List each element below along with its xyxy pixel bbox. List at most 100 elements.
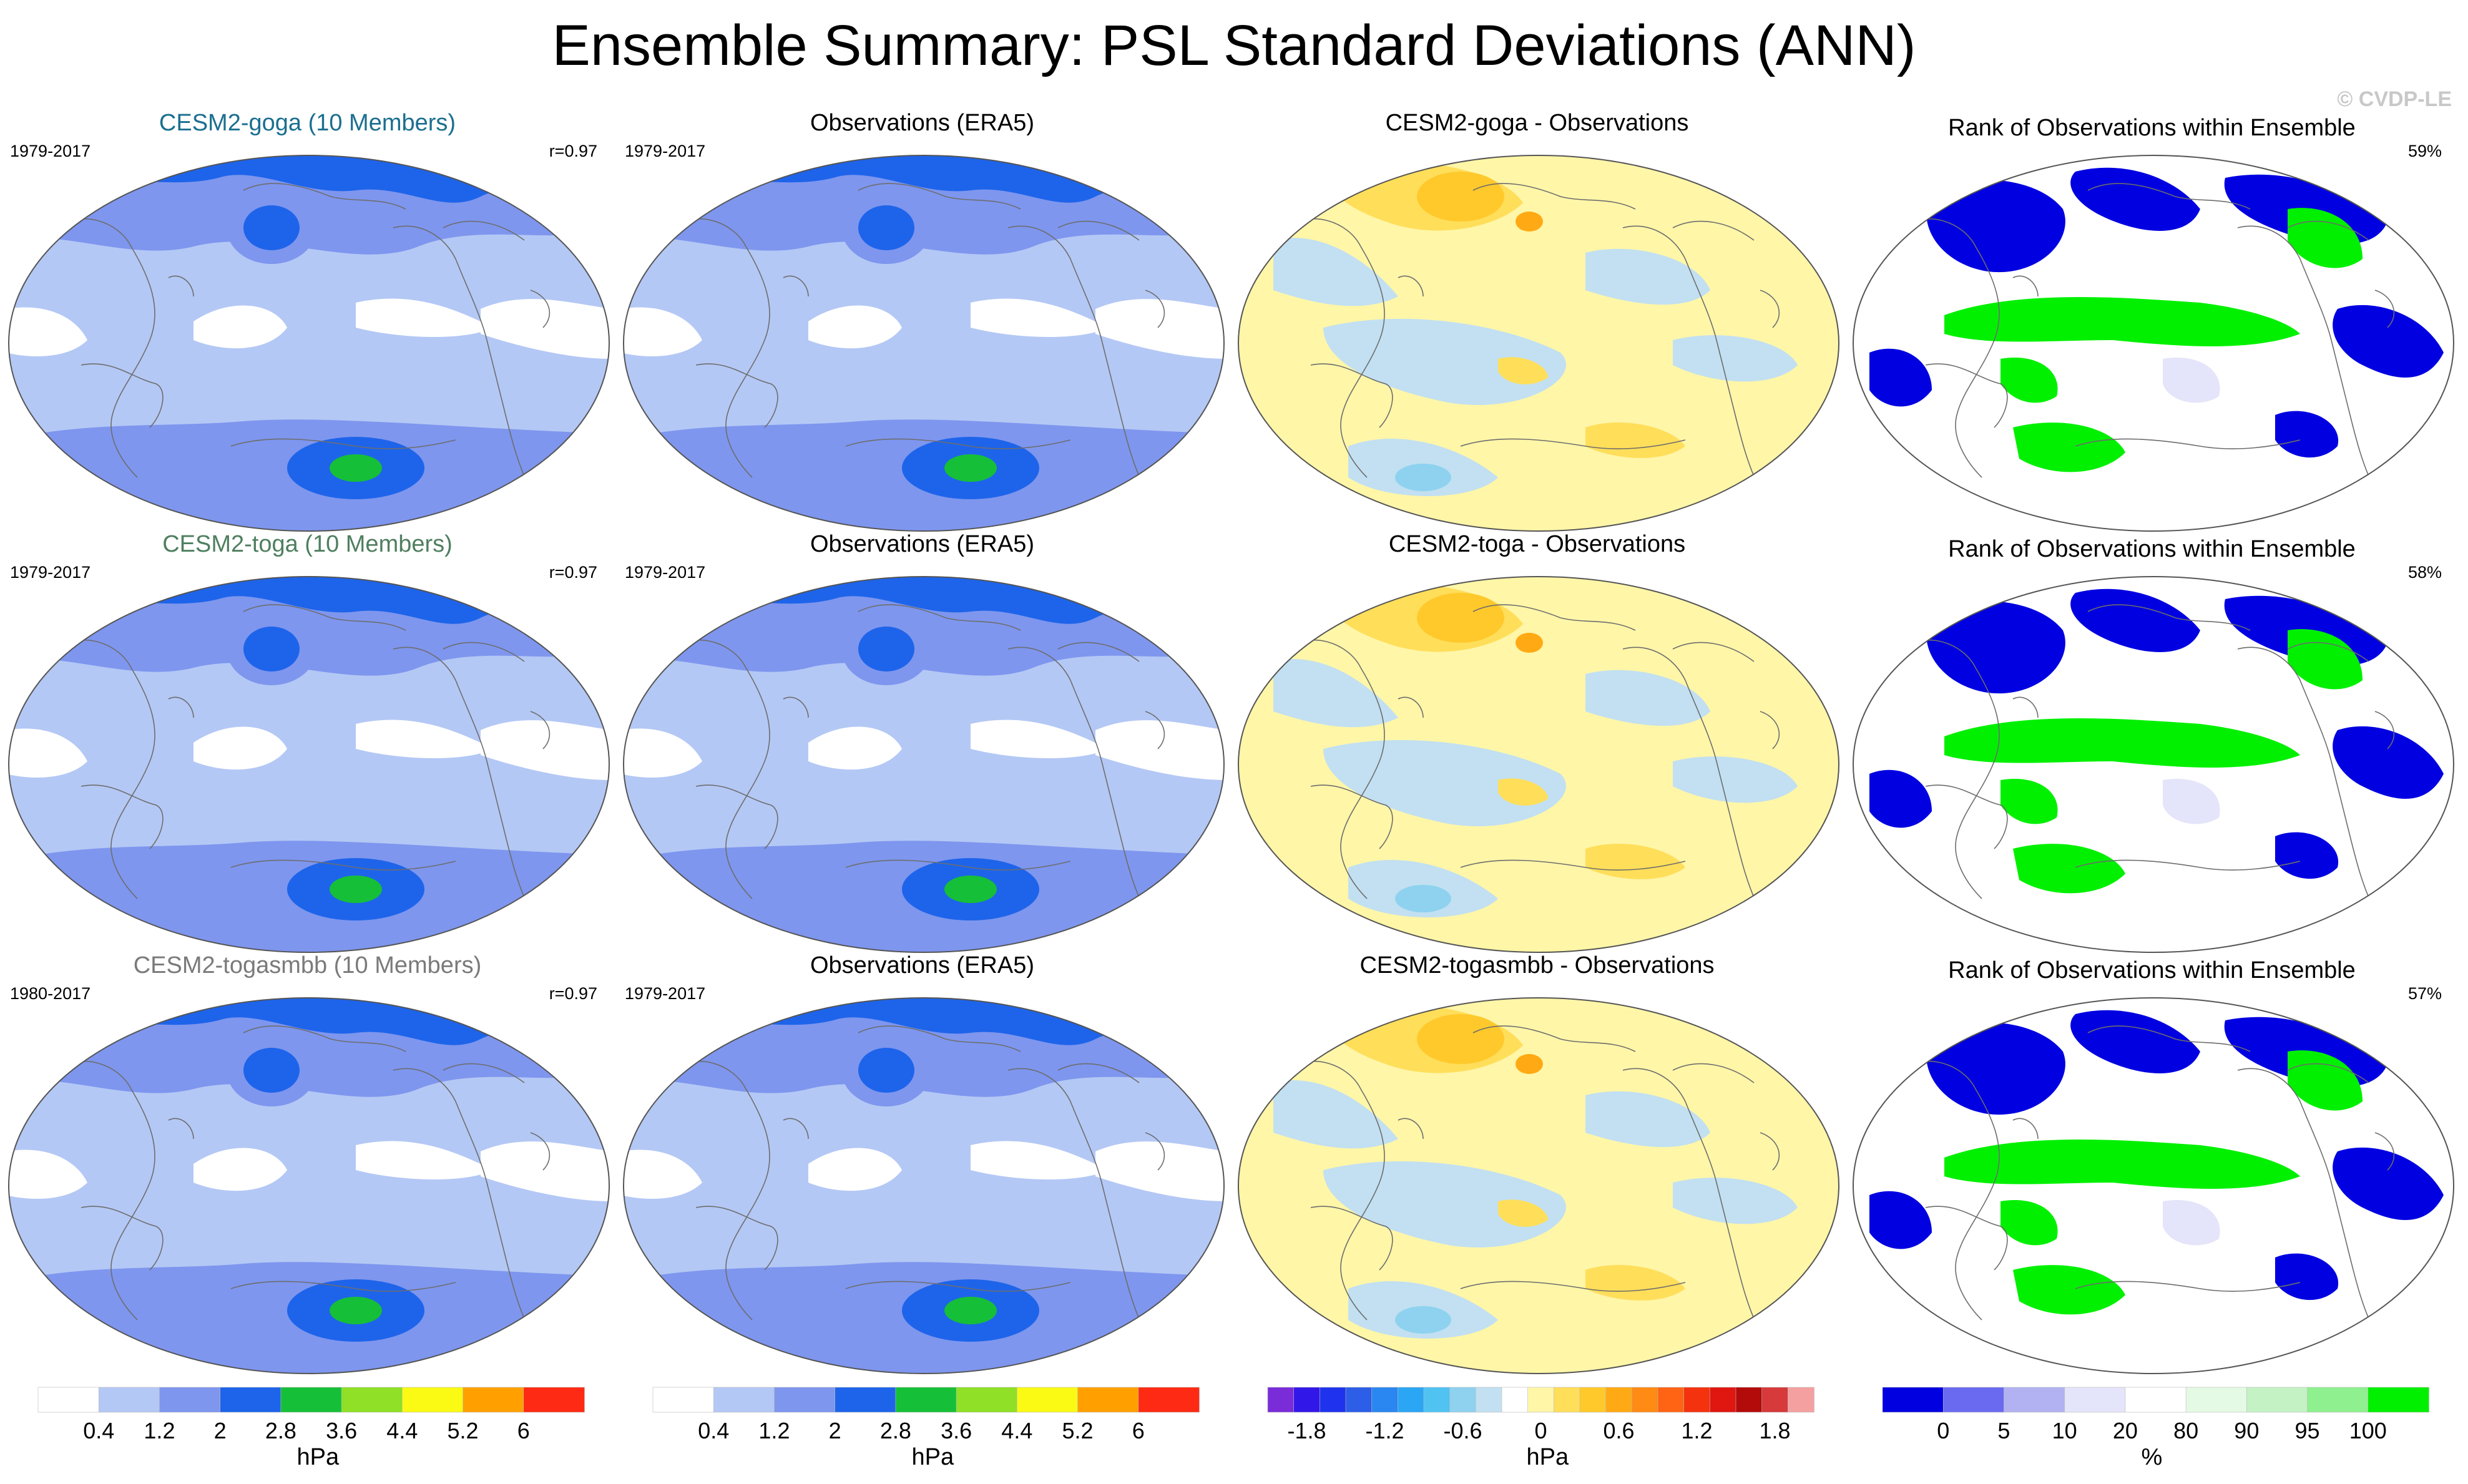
colorbar-diff: -1.8 -1.2 -0.6 0 0.6 1.2 1.8 hPa — [1267, 1387, 1829, 1474]
colorbar-swatches — [1267, 1387, 1814, 1413]
obs-map — [623, 576, 1225, 953]
rank-map — [1853, 576, 2454, 953]
std-map — [8, 155, 610, 532]
colorbar-tick-label: 80 — [2173, 1418, 2199, 1443]
correlation-label: r=0.97 — [549, 563, 597, 582]
colorbar-swatch — [1476, 1387, 1502, 1413]
panel-title: CESM2-goga - Observations — [1385, 110, 1689, 136]
std-map — [8, 576, 610, 953]
colorbar-swatch — [1371, 1387, 1399, 1413]
colorbar-units: % — [2141, 1444, 2163, 1470]
correlation-label: r=0.97 — [549, 984, 597, 1003]
panel-title: Rank of Observations within Ensemble — [1948, 957, 2356, 984]
rank-percent: 58% — [2407, 563, 2442, 582]
colorbar-tick-label: 6 — [517, 1418, 530, 1443]
panel-obs-row2: Observations (ERA5) 1979-2017 — [615, 530, 1230, 961]
years-label: 1980-2017 — [10, 984, 91, 1003]
colorbar-swatch — [1683, 1387, 1711, 1413]
colorbar-swatch — [2307, 1387, 2369, 1413]
colorbar-tick-label: 0.6 — [1603, 1418, 1635, 1443]
colorbar-tick-label: 4.4 — [1001, 1418, 1033, 1443]
panel-obs-row1: Observations (ERA5) 1979-2017 — [615, 109, 1230, 540]
colorbar-tick-label: 6 — [1132, 1418, 1145, 1443]
colorbar-swatches — [652, 1387, 1200, 1413]
colorbar-swatch — [1293, 1387, 1321, 1413]
colorbar-swatches — [37, 1387, 585, 1413]
panel-model-row3: CESM2-togasmbb (10 Members) 1980-2017 r=… — [0, 952, 615, 1382]
colorbar-tick-label: 1.2 — [144, 1418, 175, 1443]
colorbar-tick-label: 90 — [2234, 1418, 2260, 1443]
colorbar-swatch — [1882, 1387, 1944, 1413]
colorbar-swatch — [835, 1387, 896, 1413]
panel-rank-row2: Rank of Observations within Ensemble 58% — [1844, 530, 2459, 961]
colorbar-swatch — [1501, 1387, 1529, 1413]
colorbar-tick-label: 2 — [213, 1418, 227, 1443]
colorbar-tick-label: 1.2 — [758, 1418, 790, 1443]
colorbar-swatch — [2064, 1387, 2126, 1413]
panel-title: Observations (ERA5) — [810, 531, 1034, 557]
colorbar-swatch — [1423, 1387, 1451, 1413]
colorbar-swatch — [1345, 1387, 1373, 1413]
colorbar-swatch — [37, 1387, 100, 1413]
colorbar-swatch — [895, 1387, 957, 1413]
colorbar-tick-label: 4.4 — [386, 1418, 418, 1443]
panel-title: Observations (ERA5) — [810, 952, 1034, 979]
colorbar-swatch — [1657, 1387, 1685, 1413]
panel-title: CESM2-toga - Observations — [1388, 531, 1686, 557]
colorbar-swatch — [280, 1387, 342, 1413]
panel-diff-row1: CESM2-goga - Observations — [1230, 109, 1844, 540]
panel-title: CESM2-togasmbb (10 Members) — [133, 952, 482, 979]
colorbar-swatch — [1605, 1387, 1633, 1413]
colorbar-swatch — [341, 1387, 403, 1413]
panel-title: Observations (ERA5) — [810, 110, 1034, 136]
colorbar-swatch — [1761, 1387, 1789, 1413]
colorbar-units: hPa — [296, 1444, 340, 1470]
years-label: 1979-2017 — [10, 563, 91, 582]
rank-percent: 57% — [2407, 984, 2442, 1003]
panel-title: Rank of Observations within Ensemble — [1948, 536, 2356, 562]
colorbar-swatch — [1398, 1387, 1424, 1413]
colorbar-tick-label: 0 — [1534, 1418, 1547, 1443]
colorbar-swatch — [220, 1387, 282, 1413]
main-title: Ensemble Summary: PSL Standard Deviation… — [552, 14, 1916, 77]
colorbar-swatch — [523, 1387, 585, 1413]
colorbar-swatch — [1579, 1387, 1607, 1413]
colorbar-tick-label: 0 — [1937, 1418, 1950, 1443]
colorbar-swatch — [463, 1387, 524, 1413]
panel-title: CESM2-togasmbb - Observations — [1359, 952, 1715, 979]
colorbar-swatch — [1449, 1387, 1477, 1413]
panel-rank-row1: Rank of Observations within Ensemble 59% — [1844, 109, 2459, 540]
rank-map — [1853, 155, 2454, 532]
years-label: 1979-2017 — [625, 563, 706, 582]
panel-title: CESM2-toga (10 Members) — [162, 531, 453, 557]
colorbar-swatch — [956, 1387, 1018, 1413]
colorbar-swatch — [2368, 1387, 2429, 1413]
colorbar-tick-label: 0.4 — [698, 1418, 730, 1443]
diff-map — [1238, 997, 1839, 1374]
colorbar-tick-label: 3.6 — [326, 1418, 358, 1443]
colorbar-swatch — [1138, 1387, 1200, 1413]
watermark: © CVDP-LE — [2337, 87, 2452, 111]
obs-map — [623, 997, 1225, 1374]
colorbar-tick-label: 5 — [1997, 1418, 2010, 1443]
std-map — [8, 997, 610, 1374]
colorbar-tick-label: 1.8 — [1759, 1418, 1791, 1443]
colorbar-tick-label: -0.6 — [1443, 1418, 1482, 1443]
colorbar-swatch — [402, 1387, 464, 1413]
colorbar-tick-label: -1.2 — [1365, 1418, 1404, 1443]
colorbar-swatch — [1942, 1387, 2005, 1413]
colorbar-tick-label: 5.2 — [447, 1418, 479, 1443]
colorbar-std-1: 0.4 1.2 2 2.8 3.6 4.4 5.2 6 hPa — [37, 1387, 599, 1474]
diff-map — [1238, 155, 1839, 532]
colorbar-swatch — [159, 1387, 221, 1413]
colorbar-swatch — [1735, 1387, 1763, 1413]
panel-obs-row3: Observations (ERA5) 1979-2017 — [615, 952, 1230, 1382]
colorbar-tick-label: -1.8 — [1287, 1418, 1326, 1443]
colorbar-tick-label: 100 — [2349, 1418, 2387, 1443]
colorbar-units: hPa — [911, 1444, 954, 1470]
panel-rank-row3: Rank of Observations within Ensemble 57% — [1844, 952, 2459, 1382]
panel-diff-row2: CESM2-toga - Observations — [1230, 530, 1844, 961]
colorbar-tick-label: 20 — [2112, 1418, 2138, 1443]
panel-model-row2: CESM2-toga (10 Members) 1979-2017 r=0.97 — [0, 530, 615, 961]
rank-percent: 59% — [2407, 142, 2442, 160]
